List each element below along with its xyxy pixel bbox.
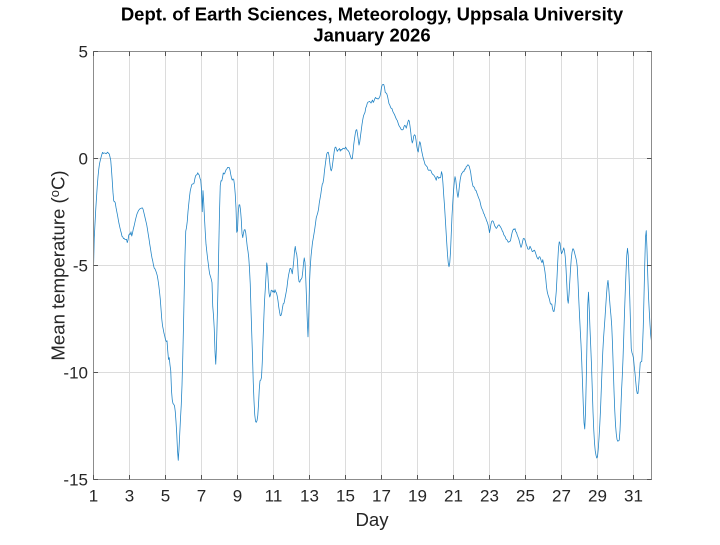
svg-text:-15: -15 bbox=[63, 471, 88, 490]
svg-text:Dept. of Earth Sciences, Meteo: Dept. of Earth Sciences, Meteorology, Up… bbox=[121, 4, 624, 25]
svg-text:3: 3 bbox=[125, 487, 134, 506]
svg-text:23: 23 bbox=[480, 487, 499, 506]
svg-text:25: 25 bbox=[516, 487, 535, 506]
svg-text:13: 13 bbox=[300, 487, 319, 506]
svg-text:1: 1 bbox=[89, 487, 98, 506]
svg-text:17: 17 bbox=[372, 487, 391, 506]
svg-text:19: 19 bbox=[408, 487, 427, 506]
svg-text:0: 0 bbox=[79, 150, 88, 169]
svg-text:5: 5 bbox=[79, 43, 88, 62]
svg-text:-5: -5 bbox=[73, 257, 88, 276]
svg-text:27: 27 bbox=[552, 487, 571, 506]
svg-text:7: 7 bbox=[197, 487, 206, 506]
svg-text:-10: -10 bbox=[63, 364, 88, 383]
svg-text:11: 11 bbox=[265, 487, 283, 506]
svg-text:31: 31 bbox=[624, 487, 643, 506]
svg-text:29: 29 bbox=[588, 487, 607, 506]
svg-text:9: 9 bbox=[233, 487, 242, 506]
svg-text:Day: Day bbox=[355, 509, 389, 530]
svg-text:5: 5 bbox=[161, 487, 170, 506]
svg-text:15: 15 bbox=[336, 487, 355, 506]
svg-text:Mean temperature (oC): Mean temperature (oC) bbox=[47, 170, 69, 360]
svg-text:21: 21 bbox=[444, 487, 463, 506]
svg-text:January 2026: January 2026 bbox=[313, 24, 430, 45]
